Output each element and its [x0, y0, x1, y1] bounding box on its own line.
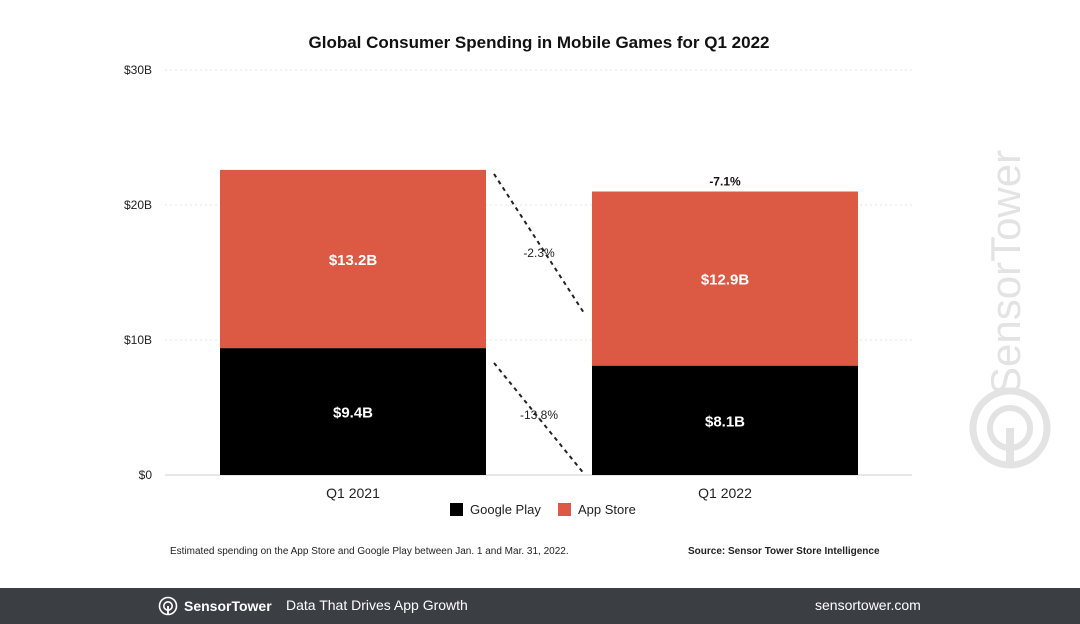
bar-value-label: $8.1B: [705, 413, 745, 430]
bar-segment: [220, 169, 486, 349]
bar-value-label: $9.4B: [333, 405, 373, 422]
chart-title: Global Consumer Spending in Mobile Games…: [309, 33, 770, 52]
footer-url[interactable]: sensortower.com: [815, 597, 921, 613]
watermark-logo-icon: [969, 387, 1051, 469]
bar-segment: [592, 191, 858, 366]
x-tick-label: Q1 2022: [698, 485, 752, 501]
x-tick-label: Q1 2021: [326, 485, 380, 501]
sensortower-watermark: SensorTower: [969, 150, 1051, 469]
footnote-note: Estimated spending on the App Store and …: [170, 546, 569, 557]
bar-segment: [592, 365, 858, 475]
app-store-change-label: -2.3%: [523, 246, 555, 260]
footnote-source: Source: Sensor Tower Store Intelligence: [688, 546, 880, 557]
chart: Global Consumer Spending in Mobile Games…: [124, 33, 912, 517]
sensortower-logo-icon: [158, 596, 178, 616]
watermark-text: SensorTower: [982, 150, 1029, 395]
bar-value-label: $12.9B: [701, 272, 750, 289]
google-play-change-label: -13.8%: [520, 408, 558, 422]
bar-segment: [220, 348, 486, 475]
footer-bar: SensorTower Data That Drives App Growth …: [0, 588, 1080, 624]
legend-swatch: [450, 503, 463, 516]
legend-label: Google Play: [470, 502, 541, 517]
legend-swatch: [558, 503, 571, 516]
app-store-change-connector: [493, 173, 585, 314]
footer-logo[interactable]: SensorTower: [158, 596, 272, 616]
footer-tagline: Data That Drives App Growth: [286, 597, 468, 613]
total-change-label: -7.1%: [709, 175, 741, 189]
footer-brand: SensorTower: [184, 598, 272, 614]
legend-label: App Store: [578, 502, 636, 517]
y-tick-label: $0: [139, 468, 153, 482]
chart-canvas: Global Consumer Spending in Mobile Games…: [124, 33, 912, 517]
y-tick-label: $10B: [124, 333, 152, 347]
y-tick-label: $30B: [124, 63, 152, 77]
bar-value-label: $13.2B: [329, 252, 378, 269]
y-tick-label: $20B: [124, 198, 152, 212]
